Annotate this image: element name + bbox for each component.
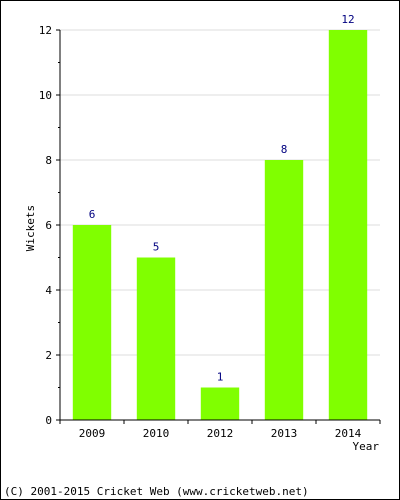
y-tick-label-12: 12 [39,24,52,37]
labels-group: 0 2 4 6 8 10 12 6 2009 5 2010 1 2012 8 2013 12 2014 [39,13,362,440]
bar-2012 [200,387,240,420]
y-tick-label-2: 2 [45,349,52,362]
x-tick-label-2013: 2013 [271,427,298,440]
bar-2014 [328,30,368,420]
y-axis-title: Wickets [24,205,37,251]
bar-value-label-2013: 8 [281,143,288,156]
y-tick-label-8: 8 [45,154,52,167]
y-tick-label-4: 4 [45,284,52,297]
bar-2010 [136,257,176,420]
bar-value-label-2010: 5 [153,241,160,254]
bar-value-label-2012: 1 [217,371,224,384]
y-tick-label-10: 10 [39,89,52,102]
x-tick-label-2009: 2009 [79,427,106,440]
gridlines [60,29,380,356]
y-tick-label-0: 0 [45,414,52,427]
bar-value-label-2014: 12 [341,13,354,26]
x-axis-title: Year [353,440,380,453]
axes-group [56,29,381,424]
bars-group [72,30,368,420]
copyright-footer: (C) 2001-2015 Cricket Web (www.cricketwe… [4,485,309,498]
bar-2009 [72,225,112,420]
y-tick-label-6: 6 [45,219,52,232]
bar-value-label-2009: 6 [89,208,96,221]
x-tick-label-2014: 2014 [335,427,362,440]
x-tick-label-2010: 2010 [143,427,170,440]
bar-2013 [264,160,304,420]
x-tick-label-2012: 2012 [207,427,234,440]
